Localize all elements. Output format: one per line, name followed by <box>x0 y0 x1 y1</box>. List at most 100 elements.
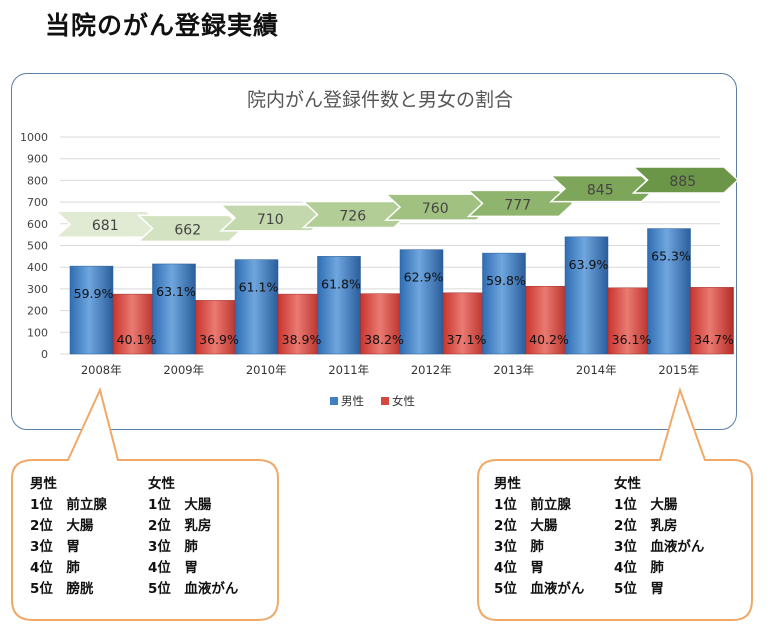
ranking-item: 1位 大腸 <box>148 497 212 513</box>
total-arrow <box>631 166 740 194</box>
data-label-male: 65.3% <box>651 249 691 264</box>
y-tick-label: 600 <box>27 218 48 231</box>
bar-male <box>564 236 609 355</box>
data-label-female: 36.1% <box>612 332 652 347</box>
chart-title: 院内がん登録件数と男女の割合 <box>247 89 513 111</box>
y-tick-label: 200 <box>27 305 48 318</box>
y-tick-label: 500 <box>27 240 48 253</box>
ranking-item: 2位 乳房 <box>614 518 678 534</box>
bar-male <box>234 259 279 355</box>
legend-label-female: 女性 <box>392 394 415 408</box>
male-header: 男性 <box>494 476 521 492</box>
y-tick-label: 0 <box>41 348 48 361</box>
callout-bubble-left <box>11 387 279 621</box>
total-arrow <box>466 189 575 218</box>
legend-swatch-male <box>330 397 338 405</box>
female-header: 女性 <box>148 476 175 492</box>
male-header: 男性 <box>30 476 57 492</box>
bar-male <box>69 265 114 355</box>
ranking-item: 4位 肺 <box>30 560 80 576</box>
y-tick-label: 300 <box>27 283 48 296</box>
data-label-female: 34.7% <box>694 332 734 347</box>
bar-male <box>399 249 444 355</box>
x-tick-label: 2015年 <box>658 363 699 377</box>
female-ranking-left: 女性 1位 大腸 2位 乳房 3位 肺 4位 胃 5位 血液がん <box>148 474 238 600</box>
ranking-item: 5位 胃 <box>614 581 664 597</box>
y-tick-label: 400 <box>27 261 48 274</box>
data-label-male: 63.9% <box>569 257 609 272</box>
callout-bubble-right <box>477 386 753 621</box>
ranking-item: 1位 前立腺 <box>494 497 571 513</box>
total-label: 681 <box>92 218 119 234</box>
legend-swatch-female <box>381 397 389 405</box>
data-label-female: 37.1% <box>447 332 487 347</box>
bar-female <box>360 293 404 355</box>
bar-female <box>525 286 569 355</box>
y-tick-label: 700 <box>27 196 48 209</box>
ranking-item: 4位 胃 <box>494 560 544 576</box>
data-label-female: 38.9% <box>282 332 322 347</box>
ranking-item: 4位 肺 <box>614 560 664 576</box>
total-label: 726 <box>339 208 366 224</box>
data-label-male: 59.9% <box>74 286 114 301</box>
y-tick-label: 1000 <box>20 131 48 144</box>
total-arrow <box>549 174 657 203</box>
total-arrow <box>136 214 245 243</box>
x-tick-label: 2013年 <box>493 363 534 377</box>
ranking-item: 5位 血液がん <box>494 581 585 597</box>
ranking-item: 5位 血液がん <box>148 581 239 597</box>
ranking-item: 4位 胃 <box>148 560 198 576</box>
x-tick-label: 2009年 <box>163 363 204 377</box>
chart-frame <box>11 73 737 430</box>
ranking-item: 3位 肺 <box>494 539 544 555</box>
total-label: 710 <box>257 212 284 228</box>
total-label: 760 <box>422 201 449 217</box>
data-label-female: 40.2% <box>529 332 569 347</box>
total-label: 777 <box>504 197 531 213</box>
male-ranking-left: 男性 1位 前立腺 2位 大腸 3位 胃 4位 肺 5位 膀胱 <box>30 474 107 600</box>
y-tick-label: 100 <box>27 326 48 339</box>
ranking-item: 3位 肺 <box>148 539 198 555</box>
total-label: 885 <box>669 174 696 190</box>
x-tick-label: 2011年 <box>328 363 369 377</box>
total-label: 845 <box>587 183 614 199</box>
female-header: 女性 <box>614 476 641 492</box>
ranking-item: 1位 大腸 <box>614 497 678 513</box>
data-label-male: 59.8% <box>486 273 526 288</box>
ranking-item: 3位 血液がん <box>614 539 705 555</box>
total-label: 662 <box>174 222 201 238</box>
y-tick-label: 800 <box>27 174 48 187</box>
ranking-item: 2位 乳房 <box>148 518 212 534</box>
x-tick-label: 2014年 <box>576 363 617 377</box>
data-label-male: 63.1% <box>156 284 196 299</box>
bar-female <box>277 293 322 355</box>
data-label-male: 61.8% <box>321 276 361 291</box>
bar-male <box>152 263 196 355</box>
bar-female <box>442 292 487 355</box>
legend-label-male: 男性 <box>341 394 364 408</box>
y-tick-label: 900 <box>27 153 48 166</box>
ranking-item: 1位 前立腺 <box>30 497 107 513</box>
bar-female <box>195 300 239 355</box>
ranking-item: 5位 膀胱 <box>30 581 94 597</box>
bar-female <box>607 287 652 355</box>
bar-male <box>647 228 691 355</box>
x-tick-label: 2010年 <box>246 363 287 377</box>
ranking-item: 2位 大腸 <box>494 518 558 534</box>
data-label-male: 61.1% <box>239 280 279 295</box>
data-label-male: 62.9% <box>404 270 444 285</box>
data-label-female: 38.2% <box>364 332 404 347</box>
bar-male <box>482 252 526 355</box>
bar-male <box>317 256 361 355</box>
page-title: 当院のがん登録実績 <box>45 11 280 40</box>
ranking-item: 2位 大腸 <box>30 518 94 534</box>
male-ranking-right: 男性 1位 前立腺 2位 大腸 3位 肺 4位 胃 5位 血液がん <box>494 474 584 600</box>
ranking-item: 3位 胃 <box>30 539 80 555</box>
x-tick-label: 2012年 <box>411 363 452 377</box>
bar-female <box>690 287 734 355</box>
data-label-female: 40.1% <box>117 332 157 347</box>
data-label-female: 36.9% <box>199 332 239 347</box>
female-ranking-right: 女性 1位 大腸 2位 乳房 3位 血液がん 4位 肺 5位 胃 <box>614 474 704 600</box>
